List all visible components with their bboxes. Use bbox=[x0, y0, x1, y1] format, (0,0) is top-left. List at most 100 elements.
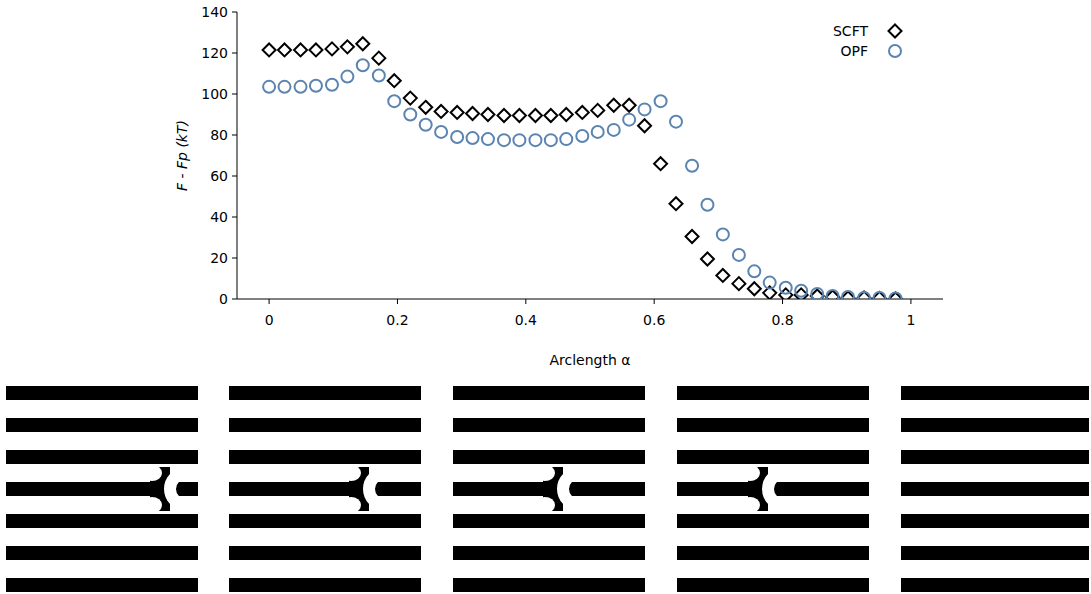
y-tick-label: 80 bbox=[210, 127, 228, 143]
point bbox=[890, 292, 902, 299]
legend-marker bbox=[889, 45, 901, 57]
point bbox=[544, 109, 557, 122]
point bbox=[341, 40, 354, 53]
point bbox=[873, 292, 886, 299]
point bbox=[325, 42, 338, 55]
point bbox=[608, 124, 620, 136]
point bbox=[686, 160, 698, 172]
point bbox=[686, 230, 699, 243]
snapshot bbox=[229, 384, 421, 594]
legend-label: SCFT bbox=[833, 23, 868, 39]
point bbox=[826, 290, 839, 299]
snapshot bbox=[453, 384, 645, 594]
point bbox=[419, 101, 432, 114]
y-tick-label: 140 bbox=[201, 4, 228, 20]
point bbox=[858, 291, 871, 299]
point bbox=[529, 134, 541, 146]
point bbox=[858, 292, 870, 299]
y-tick bbox=[232, 135, 237, 136]
point bbox=[716, 269, 729, 282]
point bbox=[294, 43, 307, 56]
point bbox=[889, 293, 902, 300]
y-tick bbox=[232, 53, 237, 54]
figure: 02040608010012014000.20.40.60.81Arclengt… bbox=[0, 0, 1091, 594]
x-tick bbox=[782, 299, 783, 304]
point bbox=[404, 92, 417, 105]
point bbox=[607, 99, 620, 112]
point bbox=[670, 116, 682, 128]
point bbox=[356, 37, 369, 50]
point bbox=[341, 71, 353, 83]
point bbox=[873, 292, 885, 299]
point bbox=[748, 265, 760, 277]
point bbox=[623, 114, 635, 126]
y-tick-label: 100 bbox=[201, 86, 228, 102]
y-tick-label: 60 bbox=[210, 168, 228, 184]
point bbox=[795, 285, 807, 297]
point bbox=[326, 79, 338, 91]
point bbox=[481, 108, 494, 121]
point bbox=[388, 74, 401, 87]
point bbox=[732, 277, 745, 290]
y-tick-label: 120 bbox=[201, 45, 228, 61]
point bbox=[373, 70, 385, 82]
legend: SCFT OPF bbox=[833, 23, 902, 59]
point bbox=[592, 126, 604, 138]
point bbox=[811, 288, 823, 299]
x-tick bbox=[910, 299, 911, 304]
snapshot bbox=[677, 384, 869, 594]
point bbox=[842, 291, 854, 299]
point bbox=[435, 126, 447, 138]
point bbox=[513, 109, 526, 122]
point bbox=[701, 199, 713, 211]
x-tick bbox=[269, 299, 270, 304]
point bbox=[545, 134, 557, 146]
point bbox=[717, 228, 729, 240]
point bbox=[466, 107, 479, 120]
point bbox=[482, 133, 494, 145]
x-tick bbox=[397, 299, 398, 304]
point bbox=[780, 282, 792, 294]
point bbox=[638, 119, 651, 132]
y-tick bbox=[232, 176, 237, 177]
point bbox=[263, 43, 276, 56]
point bbox=[498, 134, 510, 146]
y-axis-title: F - Fp (kT) bbox=[174, 120, 190, 191]
plot-marks bbox=[263, 37, 902, 299]
point bbox=[420, 119, 432, 131]
point bbox=[529, 109, 542, 122]
legend-marker bbox=[889, 25, 902, 38]
snapshot bbox=[6, 384, 198, 594]
point bbox=[388, 95, 400, 107]
snapshot bbox=[901, 384, 1089, 594]
x-tick bbox=[654, 299, 655, 304]
legend-label: OPF bbox=[840, 43, 868, 59]
point bbox=[497, 109, 510, 122]
y-tick-label: 40 bbox=[210, 209, 228, 225]
point bbox=[278, 81, 290, 93]
point bbox=[748, 282, 761, 295]
point bbox=[764, 277, 776, 289]
x-axis-title: Arclength α bbox=[549, 352, 630, 368]
point bbox=[623, 99, 636, 112]
point bbox=[560, 133, 572, 145]
point bbox=[655, 95, 667, 107]
point bbox=[733, 249, 745, 261]
x-tick bbox=[525, 299, 526, 304]
y-tick bbox=[232, 94, 237, 95]
point bbox=[701, 253, 714, 266]
y-axis bbox=[237, 12, 238, 299]
point bbox=[467, 132, 479, 144]
point bbox=[827, 290, 839, 299]
point bbox=[372, 52, 385, 65]
point bbox=[576, 130, 588, 142]
point bbox=[670, 197, 683, 210]
x-tick-label: 0.8 bbox=[771, 312, 793, 328]
point bbox=[639, 103, 651, 115]
point bbox=[309, 43, 322, 56]
point bbox=[591, 104, 604, 117]
y-tick bbox=[232, 12, 237, 13]
x-tick-label: 0 bbox=[265, 312, 274, 328]
point bbox=[278, 43, 291, 56]
y-tick bbox=[232, 299, 237, 300]
